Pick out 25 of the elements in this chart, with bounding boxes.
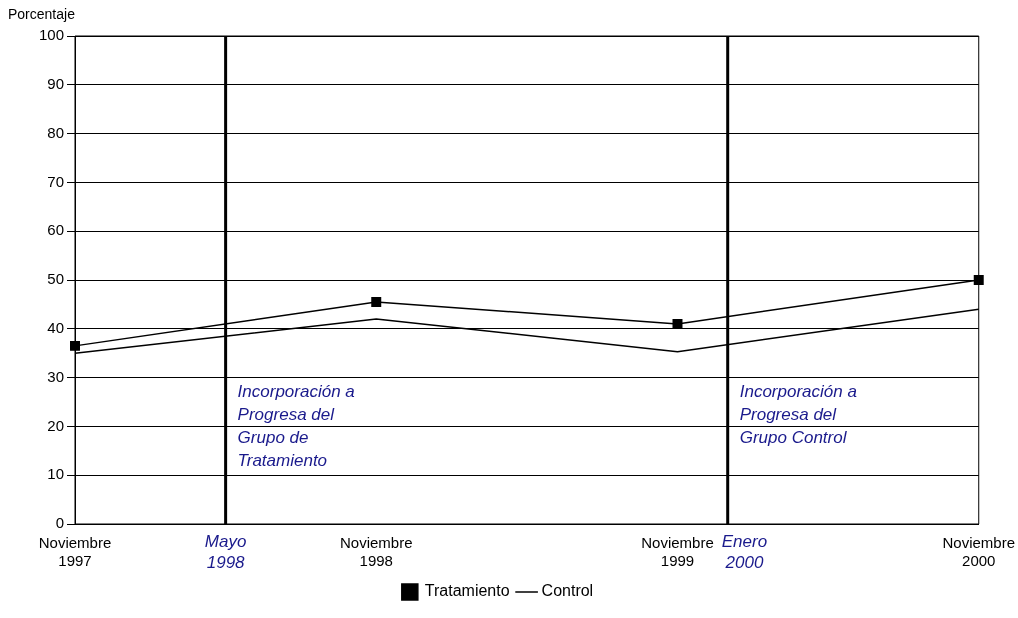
x-tick-label: Noviembre 1997 [38,534,112,570]
y-tick-label: 10 [47,465,64,483]
annotation: Incorporación a Progresa del Grupo Control [739,382,857,448]
annotation: Incorporación a Progresa del Grupo de Tratamiento [237,382,355,471]
y-tick-label: 0 [55,514,64,532]
x-tick-label: Noviembre 1998 [339,534,413,570]
legend-label: Tratamiento [424,582,510,600]
legend-label: Control [541,582,594,600]
ref-line-label: Enero 2000 [721,532,768,573]
point [672,318,683,329]
x-tick-label: Noviembre 1999 [641,534,714,570]
y-tick-label: 60 [47,221,64,239]
y-tick-label: 70 [47,172,64,190]
y-tick-label: 100 [38,26,64,44]
point [371,296,382,307]
y-tick-label: 20 [47,416,64,434]
y-tick-label: 30 [47,367,64,385]
y-tick-label: 40 [47,318,64,336]
y-tick-label: 90 [47,74,64,92]
y-tick-label: 50 [47,270,64,288]
ref-line-label: Mayo 1998 [204,532,247,573]
point [973,275,984,285]
y-tick-label: 80 [47,123,64,141]
y-axis-title: Porcentaje [8,5,76,22]
x-tick-label: Noviembre 2000 [942,534,1015,570]
